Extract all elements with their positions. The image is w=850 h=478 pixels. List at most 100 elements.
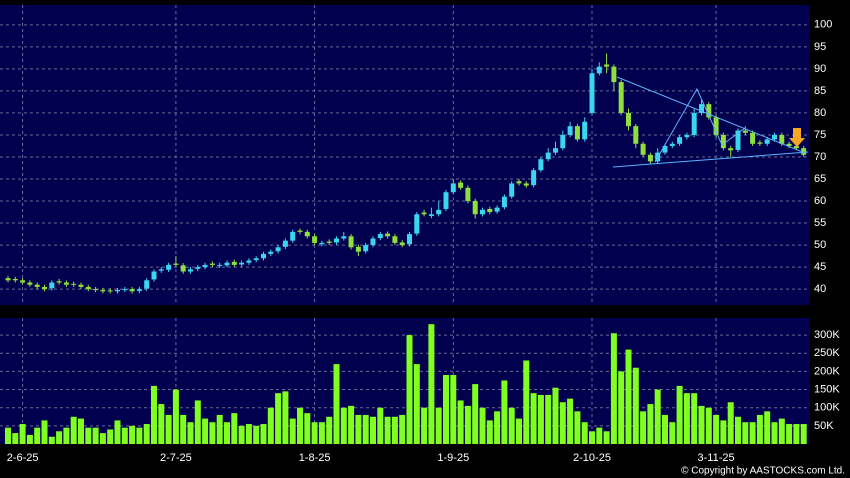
volume-bar <box>501 380 508 444</box>
trendline <box>612 151 809 168</box>
candle-body <box>78 284 84 287</box>
candle-body <box>772 134 777 140</box>
volume-bar <box>457 400 464 444</box>
volume-bar <box>311 422 318 444</box>
volume-bar <box>720 420 727 444</box>
volume-bar <box>253 425 260 444</box>
candle-body <box>231 261 237 265</box>
volume-bar <box>136 427 143 444</box>
volume-bar <box>143 424 150 444</box>
candle-body <box>443 192 449 209</box>
volume-bar <box>340 407 347 444</box>
candle-body <box>377 234 383 239</box>
volume-bar <box>632 367 639 444</box>
candle-body <box>49 282 55 289</box>
volume-bar <box>508 407 515 444</box>
volume-bar <box>450 375 457 444</box>
volume-bar <box>5 427 11 444</box>
candle-body <box>180 265 186 272</box>
volume-bar <box>574 411 581 444</box>
candle-body <box>494 207 500 212</box>
volume-bar <box>413 364 420 444</box>
candle-body <box>290 231 296 241</box>
volume-bar <box>589 431 595 444</box>
candle-body <box>129 289 135 292</box>
candle-body <box>487 208 493 213</box>
volume-bar <box>537 394 544 444</box>
volume-bar <box>756 414 763 444</box>
y-tick-label: 90 <box>814 63 826 75</box>
candle-body <box>436 209 442 215</box>
candle-body <box>801 148 807 155</box>
candle-body <box>589 73 595 113</box>
pattern-line <box>654 87 746 163</box>
volume-bar <box>647 404 654 444</box>
volume-bar <box>749 422 756 444</box>
volume-bar <box>676 385 683 444</box>
y-tick-label: 200K <box>814 365 840 377</box>
candle-body <box>538 159 544 171</box>
candle-body <box>136 289 142 291</box>
candle-body <box>12 279 18 281</box>
candle-body <box>144 280 150 289</box>
volume-bar <box>267 407 274 444</box>
candle-body <box>282 240 288 247</box>
volume-bar <box>472 384 479 444</box>
candle-body <box>764 139 770 144</box>
volume-bar <box>530 393 537 444</box>
candle-body <box>275 247 281 252</box>
candle-body <box>720 134 726 149</box>
volume-bar <box>19 424 26 444</box>
candle-body <box>611 66 617 83</box>
volume-bar <box>26 434 33 444</box>
y-tick-label: 100 <box>814 19 832 31</box>
volume-bar <box>443 375 449 444</box>
candle-body <box>691 112 697 135</box>
candle-body <box>268 251 274 254</box>
volume-bar <box>78 418 84 444</box>
volume-bar <box>304 413 311 444</box>
x-tick-label: 1-9-25 <box>437 452 469 464</box>
x-tick-label: 2-7-25 <box>160 452 192 464</box>
candle-body <box>20 280 26 283</box>
price-panel <box>0 5 810 305</box>
volume-bar <box>662 414 668 444</box>
candle-body <box>662 145 668 153</box>
candle-body <box>545 152 551 160</box>
candle-body <box>669 143 675 146</box>
candle-body <box>699 104 704 113</box>
candle-body <box>370 238 376 246</box>
candle-body <box>224 262 230 266</box>
candle-body <box>472 201 478 215</box>
candle-body <box>684 134 690 138</box>
candle-body <box>647 154 653 162</box>
volume-bar <box>406 335 413 444</box>
x-tick-label: 1-8-25 <box>299 452 331 464</box>
x-tick-label: 2-6-25 <box>7 452 39 464</box>
volume-bar <box>610 333 617 444</box>
candle-body <box>42 286 47 290</box>
volume-bar <box>428 324 435 444</box>
candle-body <box>166 264 172 270</box>
marks <box>5 53 807 444</box>
candle-body <box>151 271 157 280</box>
volume-bar <box>326 416 333 444</box>
candle-body <box>93 289 99 291</box>
volume-bar <box>581 422 588 444</box>
volume-bar <box>618 371 625 444</box>
volume-bar <box>348 405 355 444</box>
volume-bar <box>771 422 778 444</box>
candle-body <box>618 82 624 113</box>
volume-bar <box>793 424 800 444</box>
y-tick-label: 50K <box>814 420 834 432</box>
volume-bar <box>224 422 230 444</box>
candle-body <box>5 278 11 281</box>
volume-bar <box>603 431 610 444</box>
candle-body <box>480 209 485 215</box>
candle-body <box>202 264 208 268</box>
y-tick-label: 300K <box>814 329 840 341</box>
candle-body <box>312 236 318 243</box>
volume-bar <box>158 404 165 444</box>
candle-body <box>363 245 369 252</box>
